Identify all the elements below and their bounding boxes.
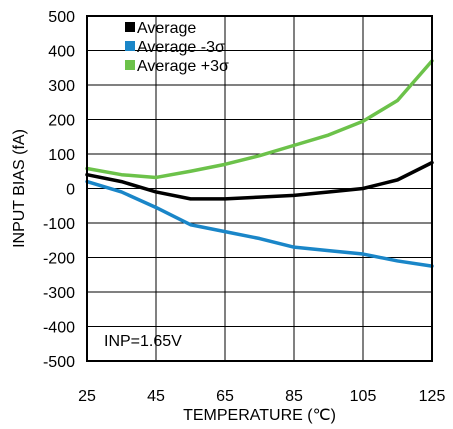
y-tick-label: -400 [43,320,75,337]
x-tick-labels: 25 45 65 85 105 125 [78,388,445,405]
y-tick-labels: 500 400 300 200 100 0 -100 -200 -300 -400 -500 [43,9,75,371]
annotation-label: INP=1.65V [104,333,182,350]
y-tick-label: 300 [48,78,75,95]
x-tick-label: 25 [78,388,96,405]
y-tick-label: -300 [43,285,75,302]
series-line-1 [85,179,434,268]
y-tick-label: -500 [43,354,75,371]
legend-swatch-2 [125,60,135,70]
x-tick-label: 65 [216,388,234,405]
y-tick-label: 200 [48,113,75,130]
y-tick-label: 0 [66,182,75,199]
x-axis-label: TEMPERATURE (℃) [183,407,336,424]
legend-swatch-1 [125,41,135,51]
y-tick-label: 500 [48,9,75,26]
plot-frame [86,15,433,362]
y-tick-label: -100 [43,216,75,233]
series-line-0 [85,160,434,201]
x-tick-label: 85 [285,388,303,405]
y-axis-label: INPUT BIAS (fA) [11,129,28,248]
legend-label-0: Average [137,20,196,37]
x-tick-label: 45 [147,388,165,405]
x-tick-label: 105 [350,388,377,405]
x-tick-label: 125 [419,388,446,405]
series-line-2 [85,59,434,180]
y-tick-label: -200 [43,251,75,268]
series-lines [85,59,434,268]
legend-swatch-0 [125,22,135,32]
legend-label-1: Average -3σ [137,39,225,56]
legend: Average Average -3σ Average +3σ [125,20,229,75]
y-tick-label: 100 [48,147,75,164]
legend-label-2: Average +3σ [137,58,229,75]
y-tick-label: 400 [48,44,75,61]
